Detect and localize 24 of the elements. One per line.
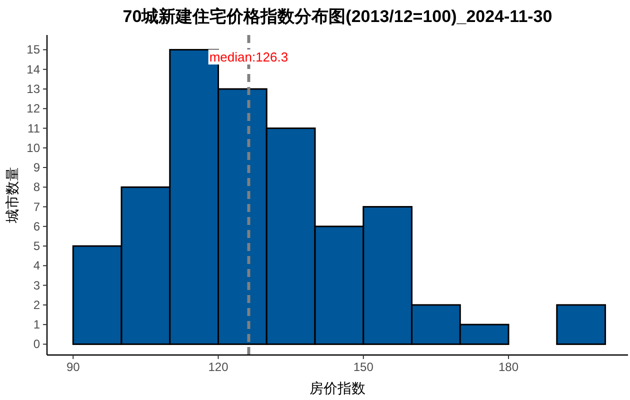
chart-title: 70城新建住宅价格指数分布图(2013/12=100)_2024-11-30 (122, 7, 552, 26)
x-tick-label: 150 (353, 360, 374, 374)
y-tick-label: 6 (33, 219, 40, 234)
y-tick-label: 8 (33, 180, 40, 194)
y-tick-label: 0 (33, 337, 40, 352)
y-tick-label: 5 (33, 239, 40, 254)
y-tick-label: 10 (26, 140, 40, 155)
y-tick-label: 9 (33, 160, 40, 175)
y-tick-label: 11 (28, 121, 40, 136)
y-tick-label: 2 (33, 298, 40, 312)
x-axis-title: 房价指数 (310, 380, 366, 396)
x-tick-label: 120 (208, 360, 229, 374)
y-tick-label: 7 (33, 200, 40, 214)
y-axis-title: 城市数量 (4, 167, 20, 224)
y-tick-label: 14 (26, 62, 40, 76)
y-tick-label: 3 (33, 278, 40, 292)
y-tick-label: 12 (26, 102, 40, 116)
ref-line-label: median:126.3 (209, 50, 288, 65)
y-tick-label: 15 (26, 42, 40, 57)
y-tick-label: 13 (26, 82, 40, 96)
x-tick-label: 180 (498, 360, 519, 374)
y-tick-label: 4 (33, 258, 40, 273)
y-tick-label: 1 (33, 318, 40, 332)
x-tick-label: 90 (66, 360, 80, 374)
